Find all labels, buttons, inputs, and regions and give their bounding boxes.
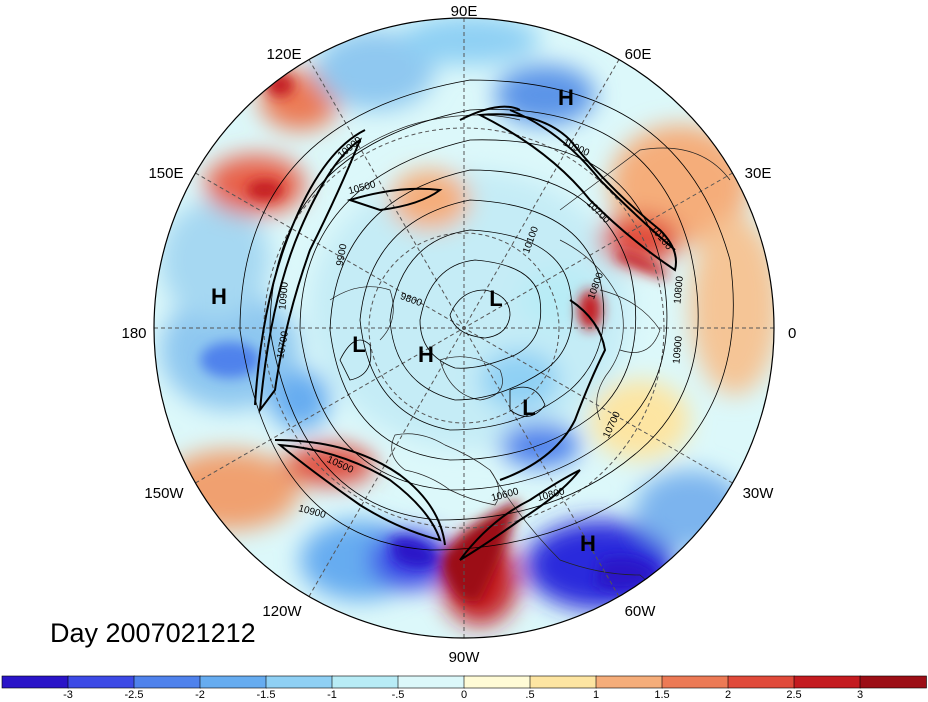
colorbar-swatch <box>133 675 201 689</box>
longitude-label: 120W <box>262 603 302 620</box>
colorbar-tick-label: 0 <box>461 689 467 701</box>
colorbar-tick-label: -1 <box>327 689 337 701</box>
contour-label: 9900 <box>335 243 350 267</box>
colorbar-swatch <box>529 675 597 689</box>
colorbar-swatch <box>67 675 135 689</box>
colorbar-tick-label: -2 <box>195 689 205 701</box>
longitude-label: 90E <box>451 3 478 20</box>
longitude-label: 150W <box>144 485 184 502</box>
contour-label: 10900 <box>277 281 290 310</box>
colorbar-tick-label: 2 <box>725 689 731 701</box>
center-H-pole: H <box>418 342 434 367</box>
longitude-label: 60W <box>625 603 657 620</box>
colorbar-tick-label: .5 <box>525 689 534 701</box>
colorbar-swatch <box>727 675 795 689</box>
longitude-label: 60E <box>625 46 652 63</box>
contour-label: 10700 <box>275 330 291 360</box>
colorbar-swatch <box>397 675 465 689</box>
colorbar-swatch <box>1 675 69 689</box>
colorbar-tick-label: -2.5 <box>125 689 144 701</box>
colorbar-swatch <box>463 675 531 689</box>
map-title: Day 2007021212 <box>50 618 256 648</box>
contour-label: 10800 <box>672 275 685 304</box>
colorbar-swatch <box>661 675 729 689</box>
center-L-canada: L <box>522 395 535 420</box>
colorbar-swatch <box>859 675 927 689</box>
height-contours <box>239 79 734 551</box>
longitude-label: 180 <box>121 325 146 342</box>
colorbar-swatch <box>199 675 267 689</box>
colorbar-tick-label: 1 <box>593 689 599 701</box>
colorbar-swatch <box>331 675 399 689</box>
anomaly-field <box>154 18 774 638</box>
center-H-pacific: H <box>211 284 227 309</box>
center-H-atlantic: H <box>580 531 596 556</box>
colorbar-tick-label: -1.5 <box>257 689 276 701</box>
colorbar-tick-label: 2.5 <box>786 689 801 701</box>
contour-label: 10900 <box>671 335 684 364</box>
colorbar-swatch <box>793 675 861 689</box>
center-L-pole: L <box>489 286 502 311</box>
center-H-north-eurasia: H <box>558 85 574 110</box>
colorbar-swatch <box>595 675 663 689</box>
map-boundary <box>153 17 775 639</box>
longitude-labels: 90E 60E 30E 0 30W 60W 90W 120W 150W 180 150E 120E <box>121 3 796 666</box>
jet-contours <box>254 105 677 561</box>
longitude-label: 150E <box>148 165 183 182</box>
colorbar-swatch <box>265 675 333 689</box>
longitude-label: 0 <box>788 325 796 342</box>
graticule <box>154 18 774 638</box>
center-L-alaska: L <box>352 332 365 357</box>
colorbar-tick-label: -3 <box>63 689 73 701</box>
colorbar-tick-label: 1.5 <box>654 689 669 701</box>
coastlines <box>329 114 731 621</box>
colorbar-tick-label: 3 <box>857 689 863 701</box>
colorbar-tick-label: -.5 <box>392 689 405 701</box>
longitude-label: 120E <box>266 46 301 63</box>
longitude-label: 90W <box>449 649 481 666</box>
longitude-label: 30E <box>745 165 772 182</box>
colorbar: -3 -2.5 -2 -1.5 -1 -.5 0 .5 1 1.5 2 2.5 3 <box>1 675 927 701</box>
pressure-centers: H H H H L L L <box>211 85 596 556</box>
longitude-label: 30W <box>743 485 775 502</box>
